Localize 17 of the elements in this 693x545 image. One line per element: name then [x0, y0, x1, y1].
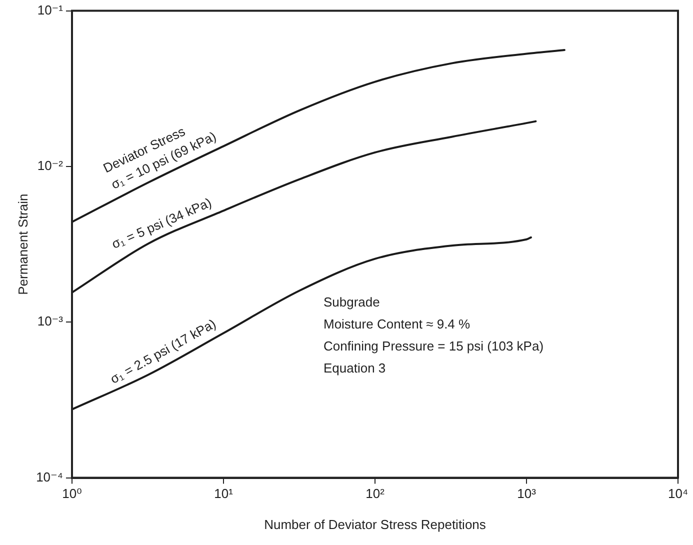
- x-axis-title: Number of Deviator Stress Repetitions: [264, 516, 486, 532]
- y-axis-title: Permanent Strain: [15, 194, 30, 295]
- annotation: Confining Pressure = 15 psi (103 kPa): [323, 338, 544, 354]
- annotation: Subgrade: [323, 294, 380, 310]
- annotation: Moisture Content ≈ 9.4 %: [323, 316, 471, 332]
- x-tick-label: 10⁴: [668, 486, 688, 502]
- x-tick-label: 10¹: [214, 486, 234, 502]
- x-tick-label: 10³: [517, 486, 537, 502]
- text: σ₁ = 5 psi (34 kPa): [109, 194, 214, 252]
- y-tick-label: 10⁻²: [37, 158, 64, 174]
- y-tick-label: 10⁻³: [37, 314, 64, 329]
- annotation: Equation 3: [323, 360, 386, 376]
- y-tick-label: 10⁻⁴: [36, 469, 63, 484]
- x-tick-label: 10⁰: [62, 486, 82, 502]
- text: σ₁ = 2.5 psi (17 kPa): [108, 316, 218, 386]
- x-tick-label: 10²: [366, 486, 386, 502]
- y-tick-label: 10⁻¹: [37, 2, 64, 18]
